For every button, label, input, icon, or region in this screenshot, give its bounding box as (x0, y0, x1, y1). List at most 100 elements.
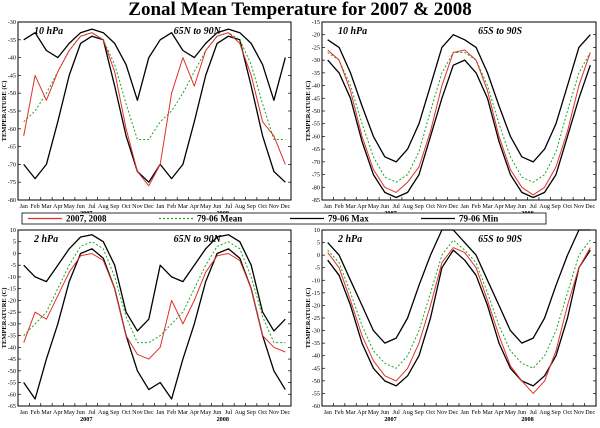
x-tick-label: Jul (225, 203, 233, 210)
x-tick-label: Dec (448, 409, 458, 416)
x-tick-label: Feb (167, 409, 176, 416)
x-tick-label: Aug (234, 409, 245, 416)
y-tick-label: -35 (8, 333, 16, 340)
y-tick-label: -50 (8, 90, 16, 97)
y-tick-label: -10 (8, 274, 16, 281)
legend-label: 2007, 2008 (66, 214, 107, 224)
y-tick-label: -25 (312, 44, 320, 51)
x-tick-label: Jan (20, 409, 28, 416)
x-tick-label: Sep (551, 409, 560, 416)
x-tick-label: Aug (98, 203, 109, 210)
x-tick-label: Apr (53, 203, 63, 210)
x-tick-label: Aug (539, 203, 550, 210)
x-tick-label: Dec (585, 409, 595, 416)
x-year-label: 2008 (521, 416, 533, 423)
x-tick-label: Feb (30, 203, 39, 210)
x-tick-label: Nov (269, 409, 281, 416)
pressure-level-label: 2 hPa (337, 234, 362, 245)
x-tick-label: Apr (357, 409, 367, 416)
y-axis-label: TEMPERATURE (C) (305, 288, 312, 349)
x-tick-label: Mar (41, 203, 51, 210)
x-tick-label: Jun (213, 203, 222, 210)
y-tick-label: -50 (312, 108, 320, 115)
legend: 2007, 2008 79-06 Mean 79-06 Max 79-06 Min (21, 212, 547, 225)
x-tick-label: Jan (324, 409, 332, 416)
y-tick-label: 10 (10, 227, 16, 234)
y-tick-label: -75 (8, 179, 16, 186)
latitude-band-label: 65N to 90N (174, 26, 222, 37)
y-tick-label: -5 (315, 265, 320, 272)
x-tick-label: Dec (280, 409, 290, 416)
x-tick-label: Apr (190, 203, 200, 210)
x-tick-label: Mar (345, 203, 355, 210)
x-tick-label: Feb (471, 409, 480, 416)
y-tick-label: -55 (312, 121, 320, 128)
x-tick-label: Mar (41, 409, 51, 416)
series-line-2007-2008 (327, 49, 591, 196)
y-tick-label: -65 (312, 146, 320, 153)
y-tick-label: -80 (8, 197, 16, 204)
y-tick-label: -65 (8, 144, 16, 151)
pressure-level-label: 10 hPa (34, 26, 63, 37)
plot-frame (321, 229, 597, 407)
series-line-79-06-max (327, 229, 591, 344)
y-tick-label: -35 (312, 340, 320, 347)
series-line-2007-2008 (327, 247, 591, 394)
x-tick-label: Nov (574, 203, 586, 210)
x-tick-label: Jan (156, 203, 164, 210)
x-tick-label: May (368, 409, 380, 416)
x-tick-label: Aug (234, 203, 245, 210)
series-line-79-06-mean (23, 241, 286, 344)
x-tick-label: Apr (190, 409, 200, 416)
x-year-label: 2008 (217, 416, 229, 423)
x-tick-label: Jun (76, 409, 85, 416)
x-tick-label: Oct (258, 409, 267, 416)
x-tick-label: Apr (494, 203, 504, 210)
legend-label: 79-06 Max (328, 214, 369, 224)
x-tick-label: Jul (393, 409, 401, 416)
x-tick-label: Feb (167, 203, 176, 210)
y-tick-label: -25 (312, 315, 320, 322)
x-tick-label: Oct (122, 409, 131, 416)
x-tick-label: Sep (414, 409, 423, 416)
x-tick-label: Sep (247, 203, 256, 210)
y-tick-label: 0 (13, 250, 16, 257)
y-tick-label: -80 (312, 184, 320, 191)
x-tick-label: Dec (280, 203, 290, 210)
y-axis-label: TEMPERATURE (C) (1, 81, 8, 142)
y-tick-label: -65 (8, 403, 16, 410)
legend-box (21, 212, 547, 225)
x-tick-label: Oct (426, 203, 435, 210)
x-tick-label: Nov (437, 409, 449, 416)
x-tick-label: Mar (482, 409, 492, 416)
y-tick-label: -30 (312, 328, 320, 335)
y-tick-label: -15 (312, 19, 320, 26)
x-tick-label: May (505, 409, 517, 416)
series-line-79-06-mean (327, 52, 591, 183)
y-tick-label: -20 (8, 297, 16, 304)
x-tick-label: Feb (334, 409, 343, 416)
x-tick-label: Apr (494, 409, 504, 416)
y-tick-label: 0 (317, 252, 320, 259)
y-tick-label: -10 (312, 277, 320, 284)
x-year-label: 2007 (384, 416, 396, 423)
y-tick-label: -30 (8, 321, 16, 328)
legend-label: 79-06 Min (459, 214, 498, 224)
latitude-band-label: 65S to 90S (478, 234, 522, 245)
x-tick-label: Sep (110, 409, 119, 416)
x-tick-label: Jul (530, 203, 538, 210)
x-tick-label: Jun (380, 203, 389, 210)
x-year-label: 2007 (80, 416, 92, 423)
x-tick-label: Oct (426, 409, 435, 416)
x-tick-label: Jun (517, 409, 526, 416)
x-tick-label: Jan (20, 203, 28, 210)
y-tick-label: -55 (8, 108, 16, 115)
series-line-79-06-mean (327, 239, 591, 369)
plot-frame (321, 21, 597, 201)
y-tick-label: -30 (8, 19, 16, 26)
x-tick-label: Jun (213, 409, 222, 416)
y-tick-label: -40 (312, 353, 320, 360)
panel-2: -85 -80 -75 -70 -65 -60 -55 -50 -45 -40 -35 -30 -25 -… (305, 19, 597, 217)
x-tick-label: Jul (88, 409, 96, 416)
